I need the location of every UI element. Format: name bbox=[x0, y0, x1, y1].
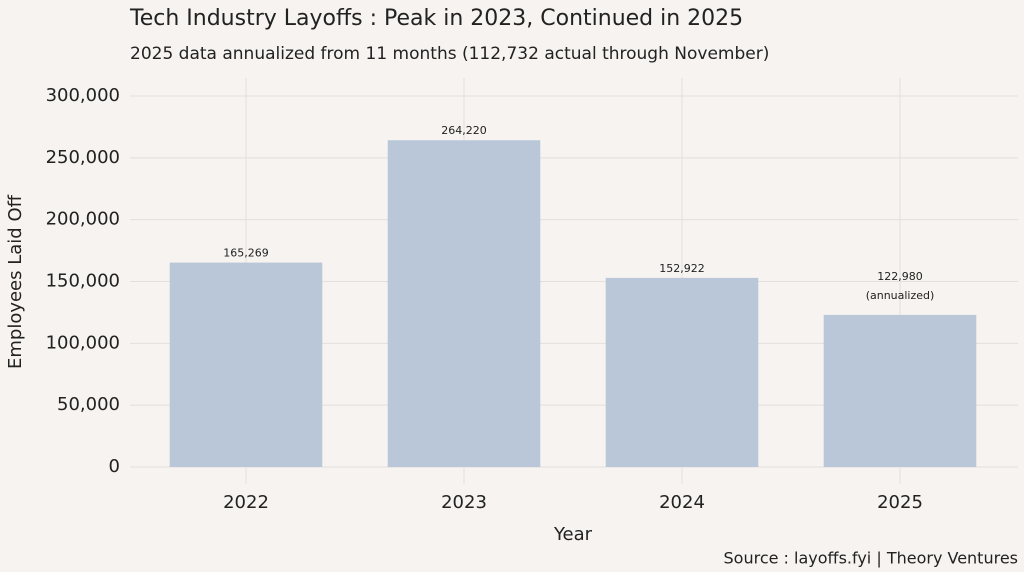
y-tick-label: 300,000 bbox=[46, 85, 120, 106]
y-tick-label: 100,000 bbox=[46, 332, 120, 353]
x-tick-label: 2023 bbox=[441, 492, 487, 513]
y-tick-label: 50,000 bbox=[57, 394, 120, 415]
value-label: 264,220 bbox=[441, 124, 487, 137]
y-tick-label: 200,000 bbox=[46, 209, 120, 230]
y-axis-title: Employees Laid Off bbox=[5, 194, 26, 369]
value-label: 165,269 bbox=[223, 247, 269, 260]
y-tick-label: 250,000 bbox=[46, 147, 120, 168]
bar bbox=[387, 140, 541, 468]
x-tick-label: 2022 bbox=[223, 492, 269, 513]
x-tick-label: 2025 bbox=[877, 492, 923, 513]
chart-title: Tech Industry Layoffs : Peak in 2023, Co… bbox=[129, 6, 743, 31]
value-label: 152,922 bbox=[659, 262, 705, 275]
chart-subtitle: 2025 data annualized from 11 months (112… bbox=[130, 44, 769, 64]
source-note: Source : layoffs.fyi | Theory Ventures bbox=[724, 549, 1018, 568]
x-tick-label: 2024 bbox=[659, 492, 705, 513]
bar bbox=[823, 314, 977, 467]
y-tick-label: 0 bbox=[109, 456, 120, 477]
value-label: 122,980 bbox=[877, 270, 923, 283]
bar bbox=[169, 262, 323, 467]
x-axis-title: Year bbox=[553, 524, 593, 545]
bar bbox=[605, 277, 759, 467]
y-tick-label: 150,000 bbox=[46, 271, 120, 292]
annotation: (annualized) bbox=[866, 289, 935, 302]
